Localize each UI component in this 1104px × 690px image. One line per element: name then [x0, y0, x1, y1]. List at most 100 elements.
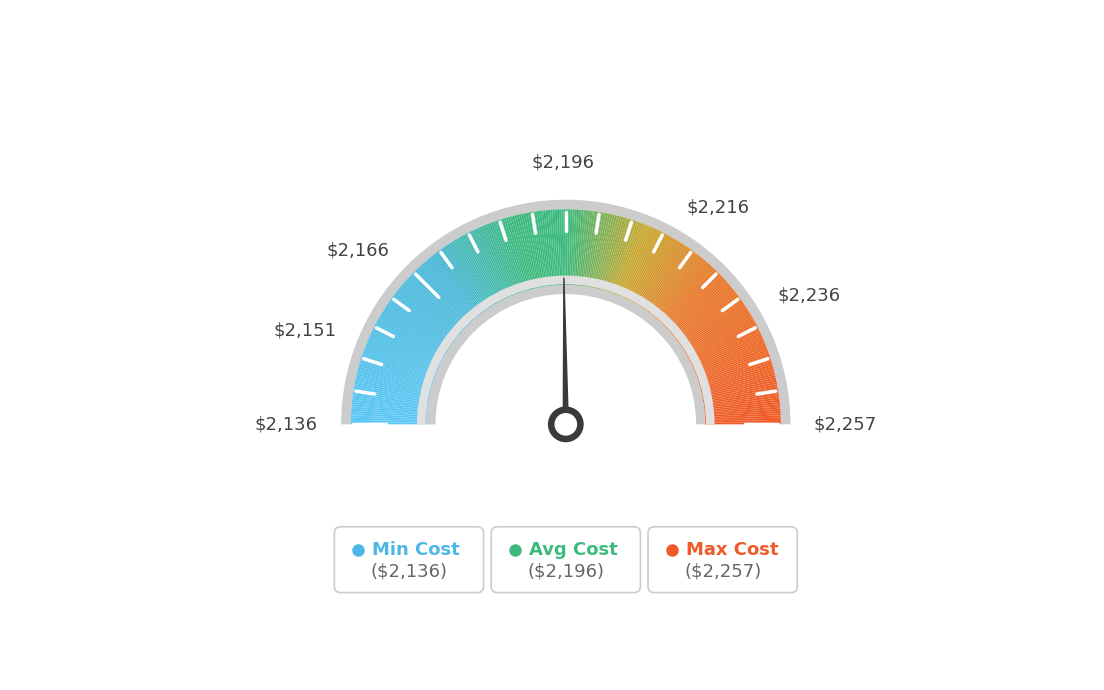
Wedge shape: [693, 337, 763, 369]
Wedge shape: [545, 210, 554, 286]
Wedge shape: [352, 395, 428, 407]
Wedge shape: [701, 373, 775, 393]
Wedge shape: [623, 228, 656, 298]
Wedge shape: [363, 351, 435, 379]
Wedge shape: [351, 417, 427, 422]
Wedge shape: [394, 293, 456, 340]
Wedge shape: [530, 212, 544, 287]
Wedge shape: [491, 222, 519, 294]
Wedge shape: [447, 244, 490, 308]
Wedge shape: [633, 236, 671, 303]
Wedge shape: [681, 304, 745, 347]
Wedge shape: [456, 238, 496, 304]
Wedge shape: [698, 356, 771, 382]
Wedge shape: [680, 302, 744, 346]
Wedge shape: [364, 347, 436, 376]
Wedge shape: [367, 341, 437, 372]
Wedge shape: [658, 263, 710, 321]
FancyBboxPatch shape: [335, 527, 484, 593]
Wedge shape: [493, 221, 520, 293]
Text: $2,216: $2,216: [686, 199, 749, 217]
Wedge shape: [703, 388, 778, 402]
Wedge shape: [399, 287, 458, 337]
Wedge shape: [443, 246, 488, 310]
Wedge shape: [599, 215, 619, 290]
Wedge shape: [684, 313, 751, 353]
Wedge shape: [541, 210, 551, 286]
Circle shape: [549, 407, 583, 442]
Wedge shape: [578, 210, 588, 286]
Wedge shape: [369, 337, 438, 369]
Wedge shape: [510, 216, 531, 290]
FancyBboxPatch shape: [648, 527, 797, 593]
Wedge shape: [593, 213, 611, 288]
Wedge shape: [414, 270, 468, 326]
Wedge shape: [692, 335, 762, 368]
Text: Max Cost: Max Cost: [686, 541, 778, 559]
Wedge shape: [668, 279, 725, 331]
Wedge shape: [574, 210, 582, 286]
Wedge shape: [583, 211, 595, 286]
Wedge shape: [534, 211, 546, 286]
Wedge shape: [705, 422, 781, 424]
Wedge shape: [704, 397, 779, 408]
Text: $2,166: $2,166: [327, 241, 390, 259]
Wedge shape: [351, 408, 427, 415]
Wedge shape: [651, 255, 699, 315]
Wedge shape: [675, 290, 735, 339]
Wedge shape: [375, 323, 443, 360]
Wedge shape: [539, 210, 550, 286]
Text: $2,236: $2,236: [778, 287, 841, 305]
Wedge shape: [415, 269, 469, 325]
Wedge shape: [673, 289, 734, 338]
Wedge shape: [561, 209, 564, 285]
Wedge shape: [468, 232, 503, 300]
Wedge shape: [359, 364, 432, 387]
Wedge shape: [402, 284, 460, 335]
Wedge shape: [482, 225, 513, 296]
Wedge shape: [687, 317, 753, 356]
Wedge shape: [677, 295, 739, 342]
Wedge shape: [453, 240, 493, 306]
Wedge shape: [582, 210, 593, 286]
Wedge shape: [370, 335, 439, 368]
Wedge shape: [689, 323, 756, 360]
Wedge shape: [704, 404, 781, 413]
Wedge shape: [702, 377, 776, 395]
Wedge shape: [448, 243, 491, 308]
Wedge shape: [611, 221, 637, 293]
Wedge shape: [699, 362, 773, 386]
Wedge shape: [362, 354, 434, 380]
Wedge shape: [384, 307, 449, 350]
Wedge shape: [612, 221, 638, 293]
Wedge shape: [704, 411, 781, 417]
Wedge shape: [652, 256, 701, 316]
Wedge shape: [637, 239, 677, 306]
Wedge shape: [418, 266, 471, 323]
Wedge shape: [381, 313, 447, 353]
Wedge shape: [428, 257, 478, 317]
Wedge shape: [576, 210, 584, 286]
Wedge shape: [703, 395, 779, 407]
Wedge shape: [697, 349, 768, 377]
Wedge shape: [355, 380, 429, 397]
Wedge shape: [475, 229, 508, 299]
Wedge shape: [353, 386, 428, 401]
Wedge shape: [508, 217, 530, 290]
Wedge shape: [466, 233, 502, 301]
Wedge shape: [641, 244, 684, 308]
Wedge shape: [517, 215, 535, 289]
Wedge shape: [353, 393, 428, 406]
Wedge shape: [445, 245, 489, 309]
Wedge shape: [704, 406, 781, 414]
Wedge shape: [634, 237, 673, 304]
Wedge shape: [523, 213, 540, 288]
Wedge shape: [587, 212, 602, 287]
Wedge shape: [643, 245, 687, 309]
Wedge shape: [396, 290, 457, 339]
Wedge shape: [676, 293, 737, 340]
Wedge shape: [374, 325, 443, 361]
Wedge shape: [382, 311, 447, 353]
Text: Avg Cost: Avg Cost: [529, 541, 618, 559]
Wedge shape: [606, 219, 630, 292]
